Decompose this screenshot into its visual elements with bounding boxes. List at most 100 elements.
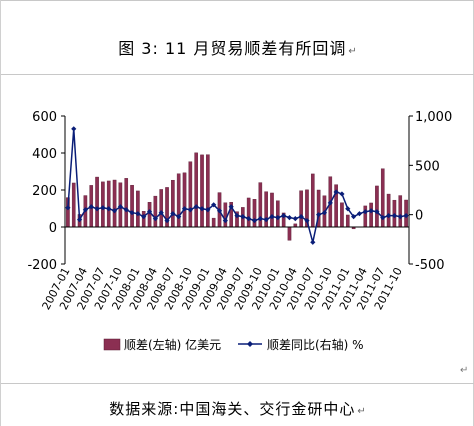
surplus-bar — [136, 190, 140, 228]
yoy-point — [234, 213, 240, 219]
yoy-point — [170, 211, 176, 217]
yoy-point — [374, 209, 380, 215]
yoy-point — [129, 210, 135, 216]
surplus-bar — [112, 179, 117, 228]
yoy-point — [123, 207, 129, 213]
yoy-point — [321, 210, 328, 216]
yoy-point — [176, 214, 182, 220]
yoy-point — [222, 217, 228, 224]
yoy-point — [135, 211, 141, 217]
yoy-point — [327, 200, 333, 206]
surplus-bar — [223, 202, 228, 228]
yoy-point — [71, 126, 77, 132]
surplus-bar — [375, 185, 379, 228]
yoy-point — [351, 214, 357, 220]
legend-bar-label: 顺差(左轴) 亿美元 — [124, 337, 221, 352]
yoy-point — [380, 215, 386, 221]
surplus-bar — [194, 152, 198, 228]
right-axis-tick-label: 500 — [415, 159, 440, 174]
surplus-bar — [130, 184, 134, 228]
yoy-point — [368, 208, 374, 214]
surplus-bar — [171, 179, 175, 228]
paragraph-mark-icon: ↵ — [357, 406, 367, 417]
surplus-bar — [200, 154, 204, 228]
legend-bar-swatch — [103, 338, 121, 351]
surplus-bar — [345, 214, 350, 228]
yoy-point — [333, 189, 339, 195]
yoy-point — [356, 211, 363, 217]
surplus-bar — [159, 189, 164, 228]
surplus-bar — [276, 200, 280, 228]
data-source-text: 数据来源:中国海关、交行金研中心 — [109, 400, 356, 418]
yoy-point — [94, 206, 100, 212]
paragraph-mark-icon: ↵ — [348, 46, 358, 57]
yoy-point — [362, 209, 368, 215]
surplus-bar — [124, 178, 129, 228]
chart-title: 图 3: 11 月贸易顺差有所回调 ↵ — [1, 35, 474, 59]
yoy-point — [181, 206, 188, 212]
title-row: 图 3: 11 月贸易顺差有所回调 ↵ — [1, 1, 474, 75]
chart-title-text: 图 3: 11 月贸易顺差有所回调 — [118, 39, 347, 58]
right-axis-tick-label: -500 — [415, 258, 445, 273]
yoy-point — [263, 217, 269, 223]
yoy-point — [281, 213, 287, 219]
paragraph-mark-icon: ↵ — [460, 365, 469, 376]
right-axis-tick-label: 1,000 — [415, 110, 452, 125]
surplus-bar — [246, 197, 251, 228]
surplus-bar — [153, 195, 158, 228]
surplus-bar — [340, 202, 344, 228]
left-axis-tick-label: 0 — [49, 221, 57, 236]
surplus-bar — [398, 195, 403, 228]
surplus-bar — [147, 202, 152, 228]
yoy-point — [339, 191, 345, 197]
yoy-point — [257, 216, 263, 222]
surplus-bar — [206, 154, 210, 228]
yoy-point — [403, 213, 409, 219]
yoy-point — [152, 216, 158, 222]
left-axis-tick-label: 200 — [32, 184, 57, 199]
yoy-point — [88, 204, 94, 210]
yoy-point — [146, 209, 153, 215]
surplus-bar — [188, 161, 193, 228]
surplus-bar — [386, 193, 391, 228]
yoy-point — [269, 214, 275, 220]
yoy-point — [141, 214, 147, 220]
surplus-bar — [369, 202, 373, 228]
legend-line-marker — [247, 341, 253, 347]
yoy-point — [100, 205, 106, 211]
surplus-bar — [211, 217, 216, 228]
yoy-point — [345, 206, 351, 212]
yoy-point — [385, 213, 392, 219]
surplus-bar — [106, 180, 111, 228]
yoy-point — [246, 216, 252, 222]
surplus-bar — [363, 205, 368, 228]
yoy-point — [205, 207, 211, 213]
yoy-point — [216, 208, 223, 214]
left-axis-tick-label: 600 — [32, 110, 57, 125]
surplus-bar — [71, 182, 76, 228]
yoy-point — [158, 210, 164, 216]
yoy-point — [286, 215, 293, 221]
yoy-point — [106, 206, 112, 212]
yoy-point — [193, 204, 199, 210]
yoy-point — [240, 214, 246, 220]
yoy-point — [82, 207, 89, 213]
top-divider — [1, 0, 474, 1]
surplus-bar — [287, 226, 292, 241]
surplus-bar — [95, 176, 99, 228]
right-axis-tick-label: 0 — [415, 209, 423, 224]
surplus-bar — [299, 190, 303, 228]
yoy-point — [298, 214, 304, 220]
yoy-point — [164, 217, 170, 224]
yoy-point — [292, 216, 298, 222]
yoy-point — [111, 208, 118, 214]
yoy-point — [187, 207, 193, 213]
yoy-point — [275, 215, 281, 221]
yoy-point — [65, 205, 71, 211]
surplus-bar — [101, 181, 105, 228]
yoy-point — [397, 214, 403, 220]
yoy-point — [76, 217, 83, 223]
yoy-point — [304, 217, 310, 224]
yoy-point — [117, 204, 123, 210]
